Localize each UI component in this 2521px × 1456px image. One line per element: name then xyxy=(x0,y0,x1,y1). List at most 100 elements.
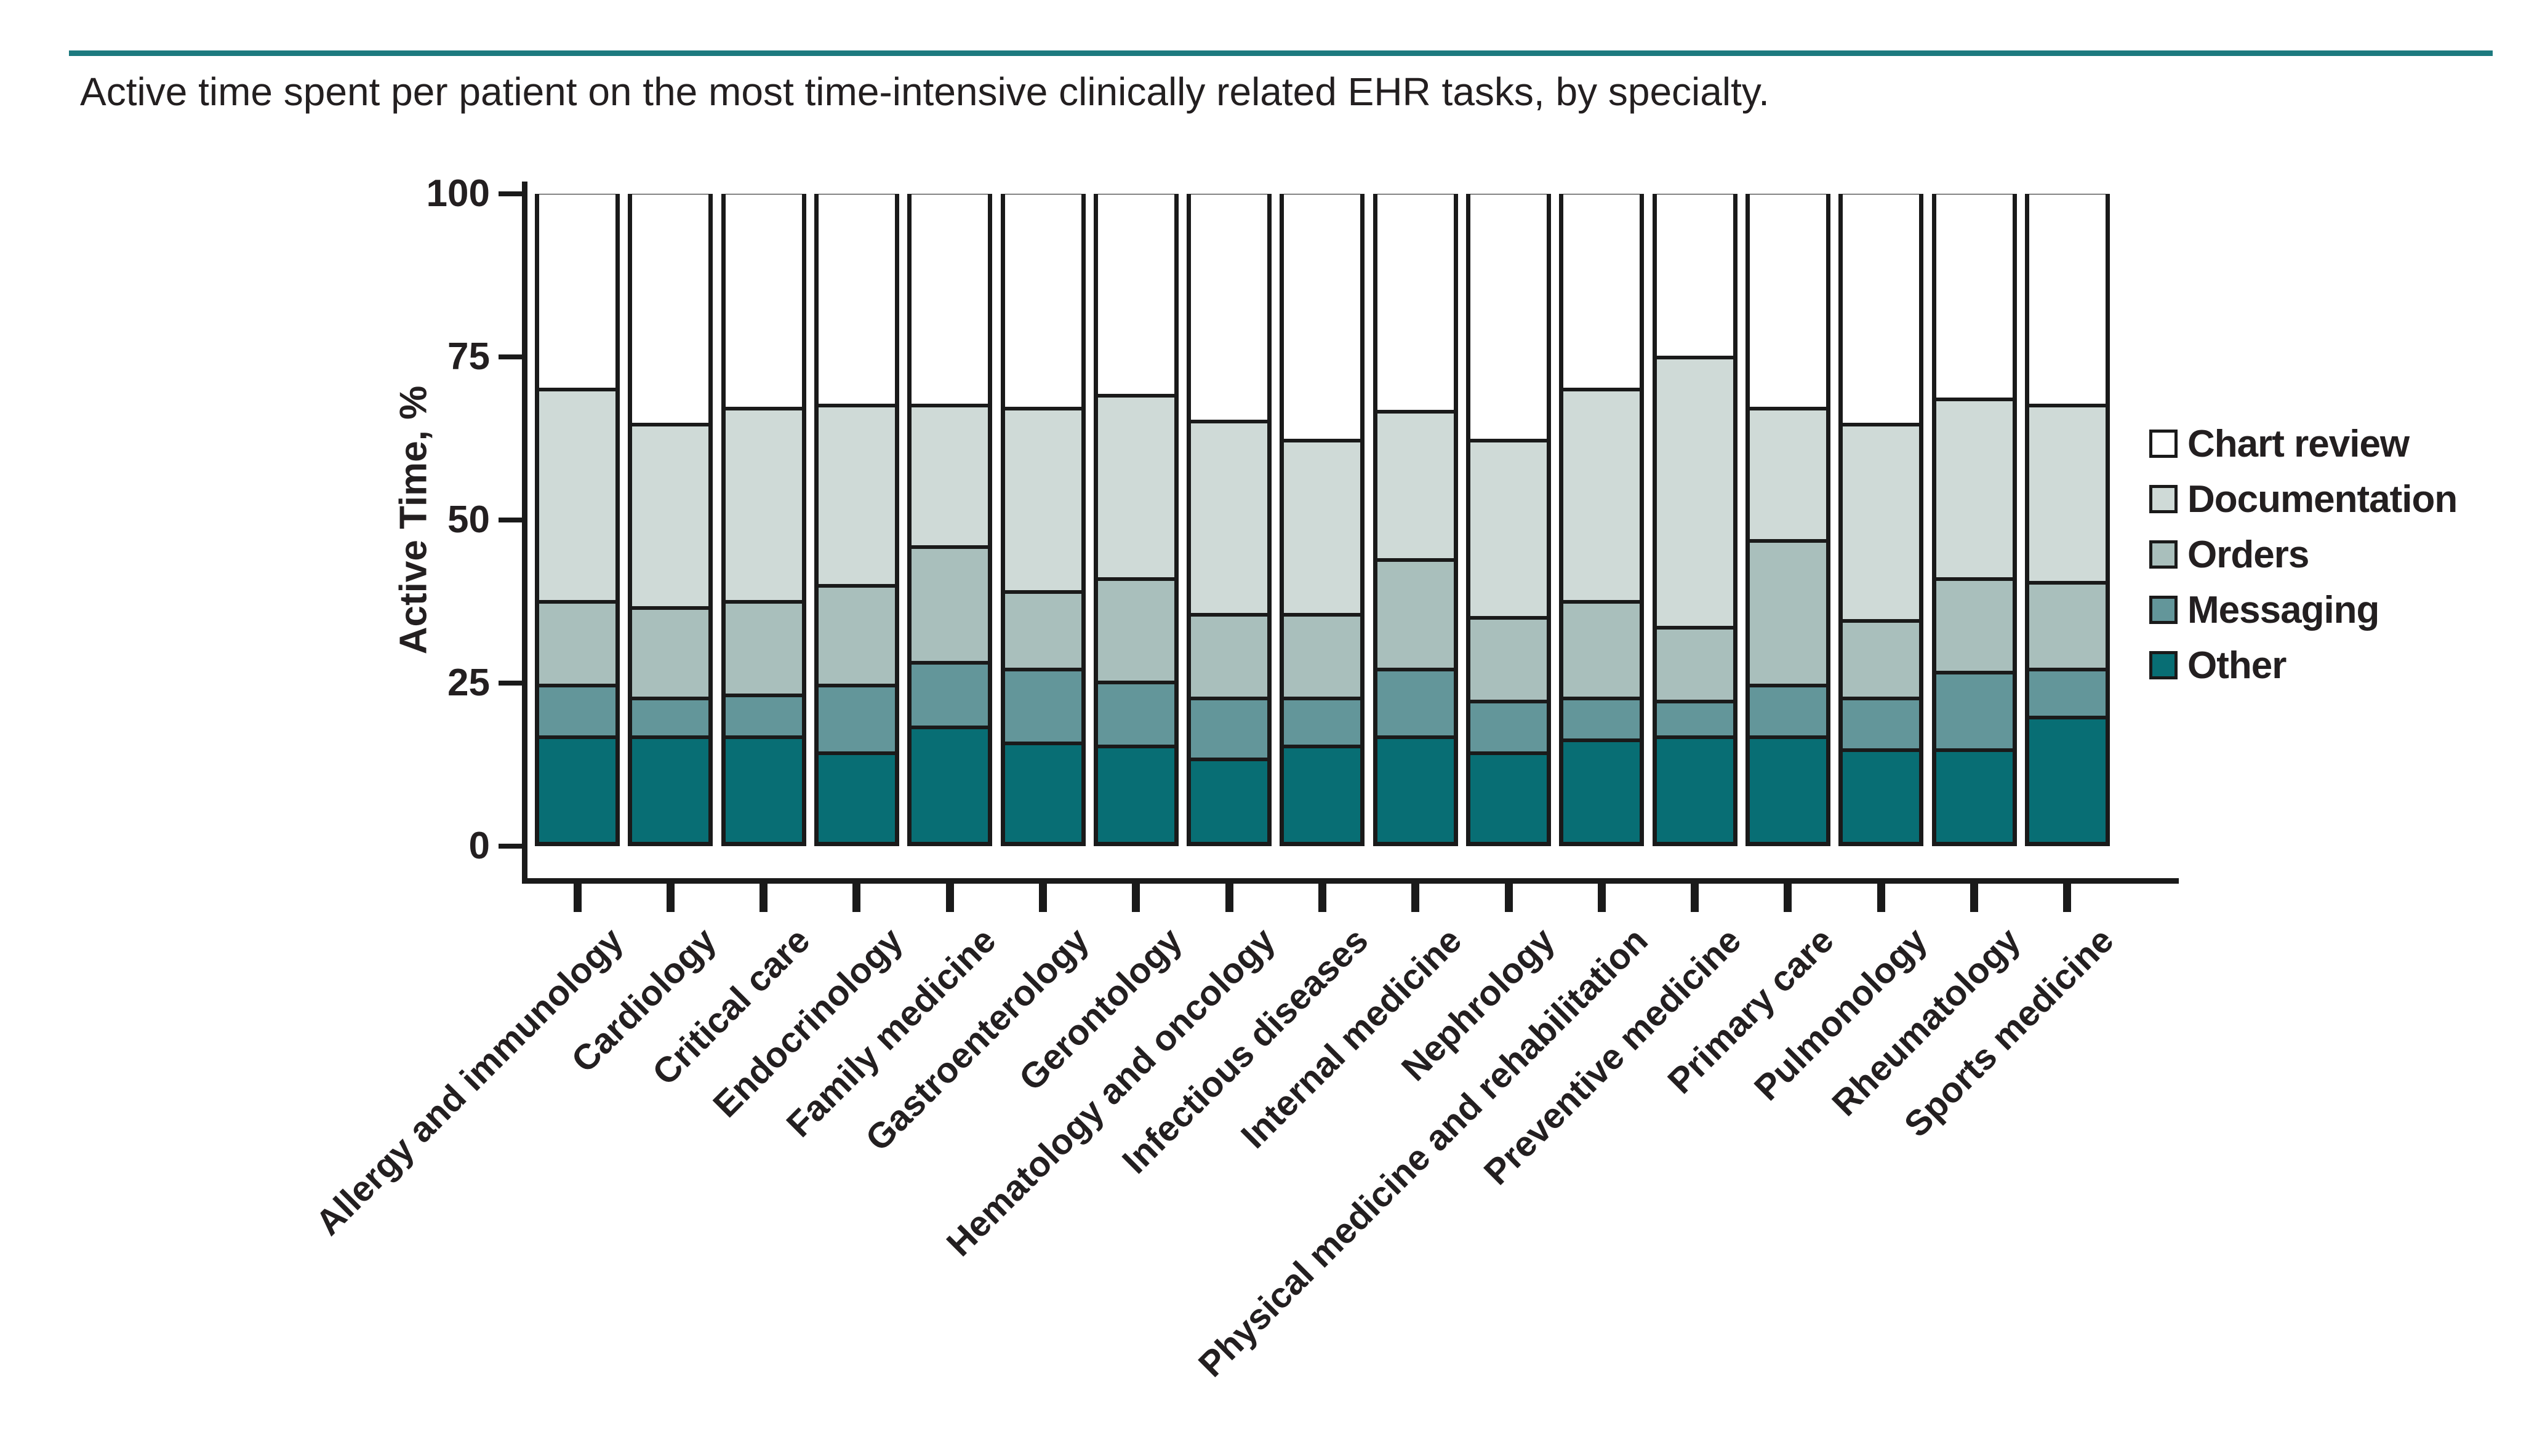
bar-segment-other xyxy=(1097,748,1174,842)
legend-swatch-icon xyxy=(2149,485,2178,513)
bar-segment-documentation xyxy=(1936,397,2013,582)
bar-hematology-and-oncology xyxy=(1187,194,1272,846)
bar-inner xyxy=(818,194,895,842)
bar-segment-documentation xyxy=(1284,439,1361,617)
y-tick-mark xyxy=(499,681,522,686)
bar-segment-documentation xyxy=(2029,403,2106,585)
x-tick-mark xyxy=(1318,884,1326,912)
bar-segment-orders xyxy=(1656,625,1733,704)
y-tick-mark xyxy=(499,518,522,522)
legend-label: Messaging xyxy=(2187,588,2379,631)
bar-nephrology xyxy=(1466,194,1551,846)
bar-segment-other xyxy=(725,738,802,842)
x-tick-mark xyxy=(1039,884,1047,912)
figure-title: Active time spent per patient on the mos… xyxy=(80,70,1770,114)
bar-segment-documentation xyxy=(912,403,988,550)
legend-item-messaging: Messaging xyxy=(2149,588,2457,631)
bar-segment-chart-review xyxy=(912,194,988,407)
bar-segment-documentation xyxy=(632,423,709,610)
x-tick-mark xyxy=(1970,884,1978,912)
x-tick-mark xyxy=(1784,884,1792,912)
y-tick-label: 25 xyxy=(447,662,490,704)
legend-label: Other xyxy=(2187,644,2287,687)
bar-allergy-and-immunology xyxy=(535,194,620,846)
y-tick-label: 75 xyxy=(447,335,490,378)
x-tick-mark xyxy=(852,884,861,912)
bar-inner xyxy=(912,194,988,842)
x-tick-mark xyxy=(945,884,954,912)
legend-swatch-icon xyxy=(2149,430,2178,458)
bar-segment-messaging xyxy=(1843,696,1920,752)
bar-inner xyxy=(539,194,615,842)
bar-segment-other xyxy=(912,729,988,842)
bar-segment-messaging xyxy=(1563,696,1640,742)
bar-segment-documentation xyxy=(1843,423,1920,623)
bar-segment-messaging xyxy=(2029,667,2106,720)
bar-segment-chart-review xyxy=(1004,194,1081,411)
bar-segment-orders xyxy=(725,600,802,697)
x-tick-mark xyxy=(760,884,768,912)
bar-segment-other xyxy=(1377,738,1454,842)
x-tick-mark xyxy=(1225,884,1233,912)
category-label: Allergy and immunology xyxy=(308,920,631,1243)
legend-item-orders: Orders xyxy=(2149,534,2457,576)
bar-physical-medicine-and-rehabilitation xyxy=(1559,194,1645,846)
bar-family-medicine xyxy=(907,194,993,846)
legend-swatch-icon xyxy=(2149,596,2178,624)
y-tick-mark xyxy=(499,191,522,196)
bar-segment-messaging xyxy=(1749,683,1826,739)
bar-gastroenterology xyxy=(1000,194,1086,846)
bar-segment-orders xyxy=(818,583,895,687)
bar-inner xyxy=(1097,194,1174,842)
y-tick-mark xyxy=(499,354,522,359)
x-tick-mark xyxy=(573,884,582,912)
bar-segment-chart-review xyxy=(1936,194,2013,401)
bar-segment-orders xyxy=(1004,590,1081,671)
bar-segment-other xyxy=(818,754,895,842)
x-tick-mark xyxy=(1877,884,1885,912)
bar-segment-documentation xyxy=(1470,439,1547,620)
bar-internal-medicine xyxy=(1373,194,1458,846)
legend-item-documentation: Documentation xyxy=(2149,478,2458,521)
bar-segment-chart-review xyxy=(818,194,895,407)
bar-segment-orders xyxy=(1191,612,1268,700)
legend-item-chart-review: Chart review xyxy=(2149,423,2457,465)
bar-infectious-diseases xyxy=(1280,194,1365,846)
bar-segment-chart-review xyxy=(2029,194,2106,407)
bar-rheumatology xyxy=(1931,194,2017,846)
bar-segment-orders xyxy=(1097,577,1174,684)
bar-segment-other xyxy=(632,738,709,842)
bar-segment-orders xyxy=(1377,558,1454,671)
bar-segment-other xyxy=(1004,745,1081,842)
bar-endocrinology xyxy=(814,194,899,846)
bar-segment-other xyxy=(1936,751,2013,842)
legend: Chart review Documentation Orders Messaging… xyxy=(2149,423,2458,700)
bar-segment-orders xyxy=(1284,612,1361,700)
bar-segment-other xyxy=(1843,751,1920,842)
bar-pulmonology xyxy=(1838,194,1924,846)
category-label: Gerontology xyxy=(1011,920,1190,1099)
bar-inner xyxy=(1377,194,1454,842)
bar-preventive-medicine xyxy=(1652,194,1737,846)
bar-segment-chart-review xyxy=(1470,194,1547,443)
x-tick-mark xyxy=(1691,884,1699,912)
bar-segment-chart-review xyxy=(1284,194,1361,443)
bar-inner xyxy=(1191,194,1268,842)
bar-segment-chart-review xyxy=(1097,194,1174,398)
bar-inner xyxy=(632,194,709,842)
bar-segment-documentation xyxy=(1097,394,1174,582)
bar-segment-messaging xyxy=(1377,667,1454,739)
bar-inner xyxy=(1936,194,2013,842)
accent-rule xyxy=(69,50,2493,56)
bar-segment-messaging xyxy=(1191,696,1268,762)
bar-segment-other xyxy=(1470,754,1547,842)
bar-segment-messaging xyxy=(539,683,615,739)
bar-segment-messaging xyxy=(632,696,709,739)
bar-segment-orders xyxy=(1563,600,1640,700)
bar-segment-orders xyxy=(2029,580,2106,671)
bar-inner xyxy=(1656,194,1733,842)
bar-segment-documentation xyxy=(818,403,895,588)
bar-segment-documentation xyxy=(1191,420,1268,617)
bar-segment-messaging xyxy=(1936,671,2013,752)
x-tick-mark xyxy=(2063,884,2072,912)
